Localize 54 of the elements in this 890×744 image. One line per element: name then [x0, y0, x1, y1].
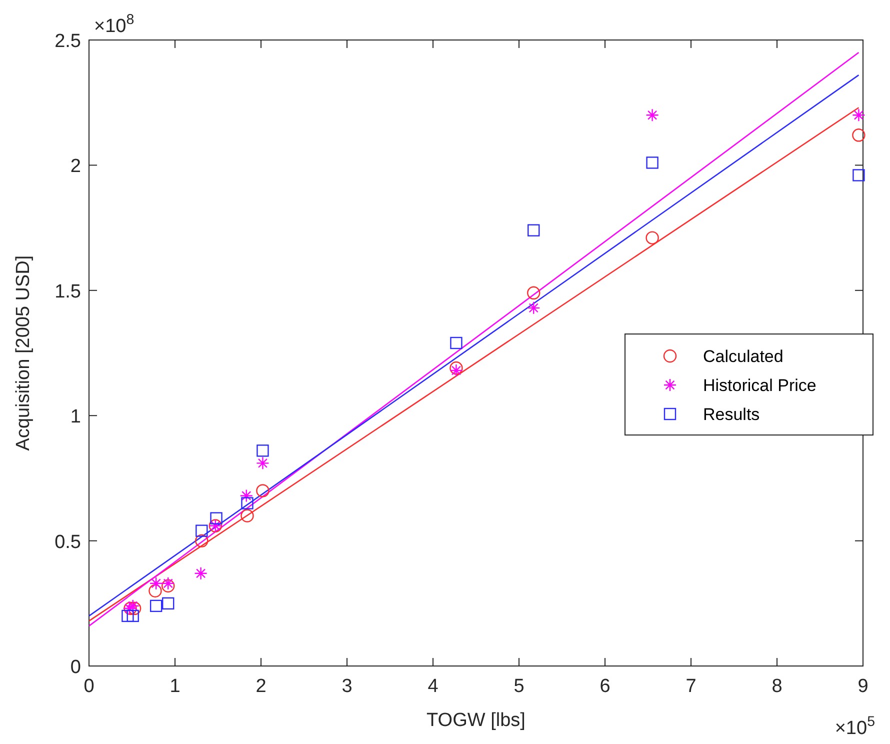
x-axis-title: TOGW [lbs]	[426, 710, 526, 731]
y-tick-label: 1	[70, 406, 81, 428]
point	[241, 497, 254, 510]
x-tick-label: 2	[256, 676, 266, 697]
text: ×10$^{8}$	[94, 12, 134, 37]
point	[128, 602, 142, 616]
point	[126, 610, 139, 622]
y-tick-label: 2	[70, 156, 81, 178]
x-tick-label: 7	[686, 676, 696, 697]
x-tick-label: 5	[514, 676, 524, 697]
point	[852, 108, 866, 122]
y-tick-label: 1.5	[54, 281, 81, 302]
point	[122, 610, 134, 622]
point	[450, 336, 462, 350]
point	[852, 169, 865, 182]
point	[450, 364, 463, 378]
y-tick-label: 0.5	[54, 532, 81, 553]
point	[194, 566, 208, 580]
point	[646, 156, 658, 169]
point	[148, 584, 162, 598]
point	[450, 361, 463, 375]
point	[256, 444, 269, 457]
point	[240, 489, 253, 502]
text: ×10$^{5}$	[834, 714, 876, 739]
point	[256, 456, 270, 470]
point	[195, 534, 208, 548]
legend-label: Results	[703, 405, 760, 424]
x-tick-label: 3	[342, 676, 352, 697]
legend-label: Historical Price	[703, 376, 816, 395]
x-tick-label: 8	[772, 676, 782, 697]
point	[162, 576, 175, 590]
y-tick-label: 2.5	[54, 31, 81, 52]
x-tick-label: 0	[84, 676, 94, 697]
y-tick-label: 0	[70, 657, 81, 678]
point	[646, 231, 659, 244]
y-axis-title: Acquisition [2005 USD]	[13, 255, 34, 451]
point	[646, 108, 659, 122]
point	[162, 579, 175, 592]
point	[256, 484, 270, 498]
x-tick-label: 6	[600, 676, 610, 697]
point	[210, 512, 222, 524]
point	[527, 301, 540, 315]
point	[240, 509, 254, 522]
point	[196, 524, 208, 537]
legend-label: Calculated	[703, 347, 784, 366]
point	[527, 286, 540, 300]
x-tick-label: 9	[858, 676, 868, 697]
point	[150, 600, 162, 612]
point	[162, 597, 174, 610]
x-tick-label: 4	[428, 676, 439, 697]
x-tick-label: 1	[170, 676, 180, 697]
point	[528, 224, 540, 236]
point	[852, 128, 866, 142]
point	[149, 576, 163, 590]
